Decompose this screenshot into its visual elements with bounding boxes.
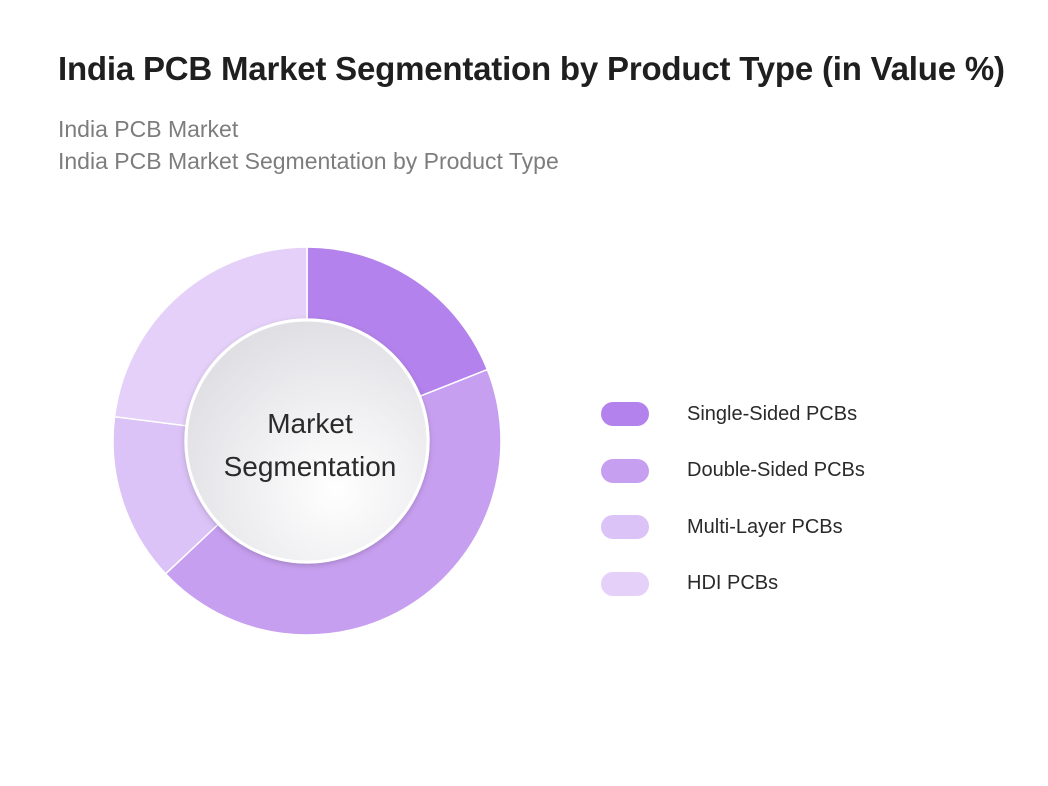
legend-label: Single-Sided PCBs [687, 402, 858, 425]
legend-item-hdi[interactable]: HDI PCBs [601, 569, 865, 599]
chart-subtitle-market: India PCB Market [58, 116, 239, 142]
center-label-line-1: Market [267, 408, 353, 439]
legend-swatch [601, 458, 649, 483]
legend-label: HDI PCBs [687, 572, 779, 594]
legend-swatch [601, 515, 649, 539]
chart-subtitle-segmentation: India PCB Market Segmentation by Product… [58, 148, 559, 174]
legend-item-single-sided[interactable]: Single-Sided PCBs [601, 399, 865, 429]
legend-swatch [601, 402, 649, 426]
legend-item-multi-layer[interactable]: Multi-Layer PCBs [601, 512, 865, 542]
chart-title: India PCB Market Segmentation by Product… [58, 50, 1005, 87]
chart-legend: Single-Sided PCBs Double-Sided PCBs Mult… [601, 399, 865, 625]
center-label-line-2: Segmentation [224, 451, 397, 482]
legend-label: Double-Sided PCBs [687, 459, 865, 481]
legend-item-double-sided[interactable]: Double-Sided PCBs [601, 456, 865, 486]
donut-center-disc [184, 318, 430, 564]
legend-swatch [601, 571, 649, 596]
legend-label: Multi-Layer PCBs [687, 515, 843, 538]
